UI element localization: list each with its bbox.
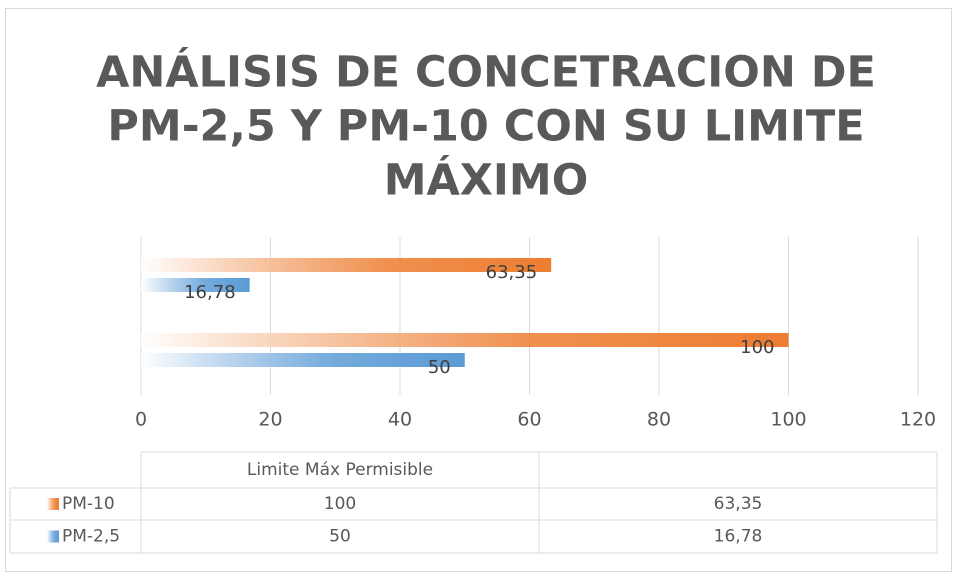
legend-label: PM-10 [62,494,115,514]
table-cell: 63,35 [714,494,763,514]
x-tick-label: 0 [135,409,147,431]
bar [141,333,789,347]
x-tick-label: 60 [517,409,541,431]
table-cell: 100 [324,494,356,514]
x-tick-label: 20 [258,409,282,431]
data-label: 16,78 [184,282,236,303]
x-tick-label: 120 [900,409,936,431]
x-tick-label: 80 [647,409,671,431]
x-tick-label: 40 [388,409,412,431]
x-tick-label: 100 [770,409,806,431]
table-cell: 50 [329,527,351,547]
table-cell: 16,78 [714,527,763,547]
legend-key [47,530,59,543]
data-label: 63,35 [486,262,538,283]
legend-key [47,498,59,510]
chart-title: ANÁLISIS DE CONCETRACION DE [96,47,876,98]
bar [141,278,250,292]
bar [141,258,552,272]
chart-title: MÁXIMO [384,155,589,206]
chart-title: PM-2,5 Y PM-10 CON SU LIMITE [107,102,864,152]
bar [141,353,465,367]
data-label: 50 [428,357,451,378]
legend-label: PM-2,5 [62,527,120,547]
table-header: Limite Máx Permisible [247,460,433,480]
data-label: 100 [740,337,774,358]
